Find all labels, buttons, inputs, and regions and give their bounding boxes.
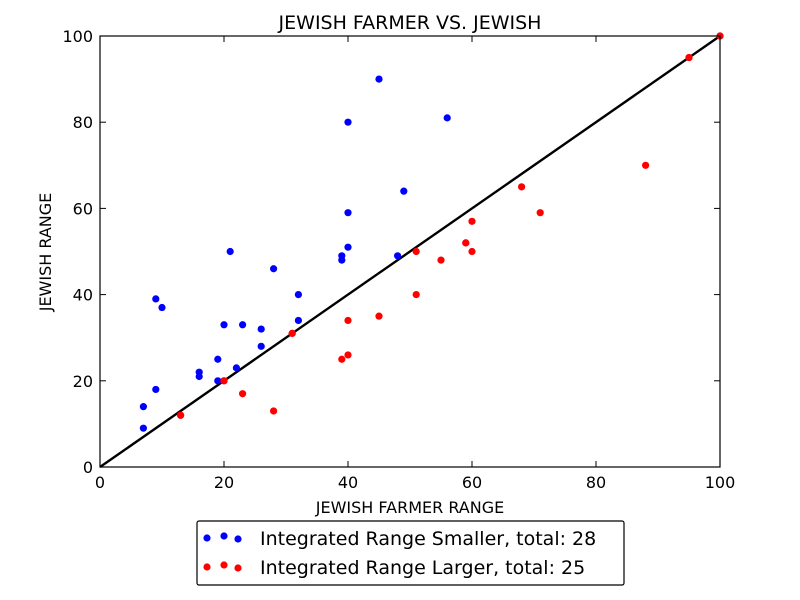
data-point-series-1-3: [152, 385, 160, 394]
legend-box: [196, 520, 625, 586]
chart-title: JEWISH FARMER VS. JEWISH: [278, 12, 542, 34]
y-tick-label: 60: [73, 199, 93, 218]
data-point-series-1-26: [400, 187, 408, 195]
data-point-series-1-27: [443, 114, 451, 122]
x-axis-title: JEWISH FARMER RANGE: [315, 498, 504, 517]
data-point-series-1-5: [158, 303, 166, 312]
data-point-series-1-8: [214, 377, 222, 385]
data-point-series-2-8: [344, 316, 352, 325]
y-axis-title: JEWISH RANGE: [36, 193, 55, 313]
legend-label-series-2: Integrated Range Larger, total: 25: [260, 557, 585, 579]
data-point-series-1-10: [220, 321, 228, 329]
x-tick-label: 0: [95, 473, 105, 492]
data-point-series-2-20: [220, 377, 228, 385]
legend: Integrated Range Smaller, total: 28 Integ…: [196, 520, 625, 586]
data-point-series-1-2: [139, 403, 147, 411]
legend-marker-series-1-2: [220, 532, 228, 540]
axis-ticks: 0 20 40 60 80 100 0 20 40 60 80 100: [62, 27, 735, 492]
data-point-series-2-6: [338, 355, 346, 363]
data-point-series-2-16: [518, 183, 526, 191]
data-point-series-2-22: [288, 329, 296, 337]
data-point-series-2-3: [239, 390, 247, 398]
plot-frame: [99, 35, 721, 468]
data-point-series-1-15: [257, 325, 265, 333]
data-point-series-2-21: [177, 411, 185, 419]
legend-marker-series-2-3: [234, 564, 242, 572]
data-point-series-1-22: [344, 209, 352, 217]
x-tick-label: 40: [338, 473, 358, 492]
data-point-series-2-14: [468, 247, 476, 256]
data-point-series-2-15: [468, 217, 476, 225]
x-tick-label: 100: [705, 473, 736, 492]
data-point-series-1-18: [294, 291, 302, 299]
x-tick-label: 60: [462, 473, 482, 492]
legend-marker-series-1-1: [203, 534, 211, 542]
data-point-series-2-25: [462, 239, 470, 247]
y-tick-label: 0: [83, 458, 93, 477]
plot-area: [99, 32, 724, 468]
y-tick-label: 80: [73, 113, 93, 132]
data-point-series-1-14: [257, 342, 265, 350]
x-tick-label: 20: [214, 473, 234, 492]
reference-line: [99, 35, 721, 468]
legend-marker-series-2-2: [220, 561, 228, 569]
data-point-series-1-12: [232, 364, 240, 372]
data-point-series-2-11: [412, 247, 420, 256]
data-point-series-1-25: [394, 252, 402, 260]
data-point-series-2-7: [344, 351, 352, 359]
data-point-series-1-13: [239, 321, 247, 329]
y-tick-label: 100: [62, 27, 93, 46]
data-point-series-2-23: [685, 53, 693, 62]
data-point-series-2-12: [437, 256, 445, 264]
y-tick-label: 40: [73, 286, 93, 305]
data-point-series-1-9: [214, 355, 222, 363]
data-point-series-1-11: [226, 247, 234, 256]
data-point-series-1-23: [344, 118, 352, 126]
data-point-series-2-17: [536, 209, 544, 217]
data-point-series-1-24: [375, 75, 383, 83]
data-point-series-2-4: [270, 407, 278, 415]
data-point-series-1-20: [338, 252, 346, 260]
y-tick-label: 20: [73, 372, 93, 391]
data-point-series-1-16: [270, 265, 278, 273]
data-point-series-1-17: [294, 316, 302, 325]
data-point-series-1-1: [139, 424, 147, 432]
x-tick-label: 80: [586, 473, 606, 492]
data-point-series-1-7: [195, 368, 203, 376]
data-point-series-2-9: [375, 312, 383, 320]
data-point-series-1-21: [344, 243, 352, 251]
data-point-series-2-10: [412, 291, 420, 299]
legend-label-series-1: Integrated Range Smaller, total: 28: [260, 528, 596, 550]
data-point-series-2-18: [642, 161, 650, 169]
data-point-series-1-4: [152, 295, 160, 303]
legend-marker-series-2-1: [203, 563, 211, 571]
legend-marker-series-1-3: [234, 535, 242, 543]
